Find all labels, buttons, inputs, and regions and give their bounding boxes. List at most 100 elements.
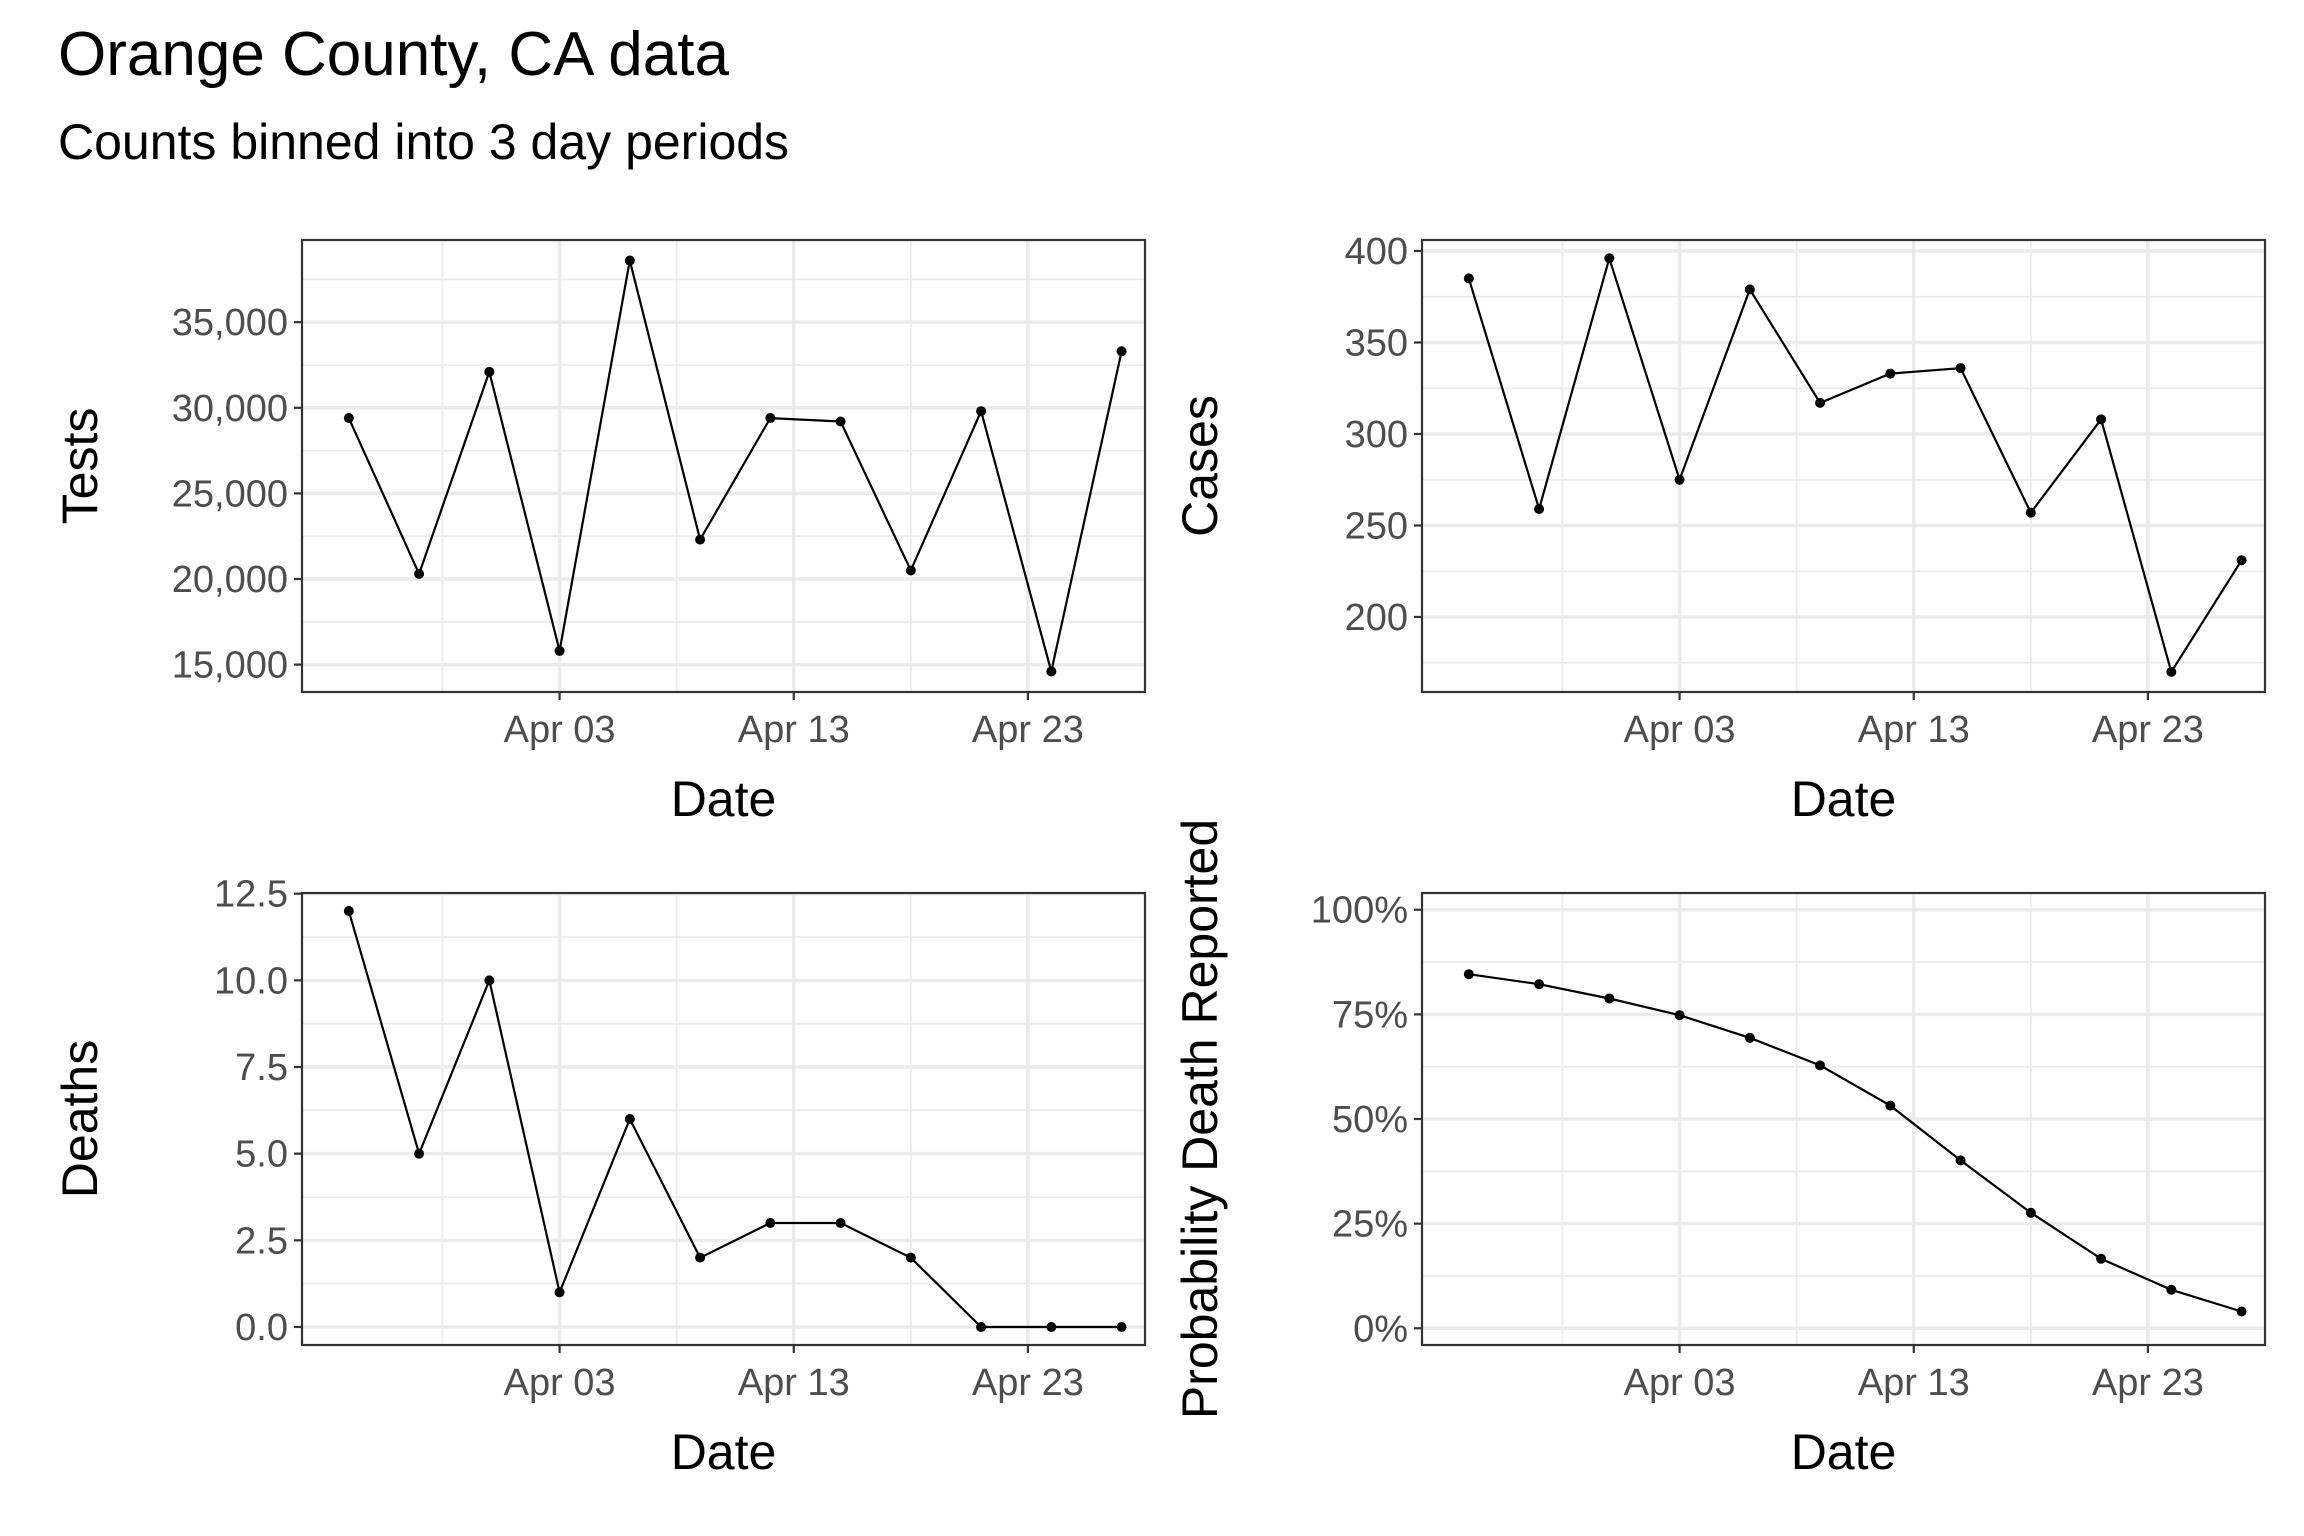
y-axis-title: Cases: [1172, 395, 1228, 537]
data-point: [2025, 1207, 2036, 1218]
x-tick-label: Apr 13: [1858, 1362, 1970, 1404]
x-axis-title: Date: [1791, 771, 1897, 827]
chart-panel-2: 200 250 300 350 400 Apr 03 Apr 13 Apr 23 Date Cas…: [1172, 231, 2267, 827]
data-point: [1463, 273, 1474, 284]
x-tick-label: Apr 13: [1858, 709, 1970, 751]
data-point: [2166, 1284, 2177, 1295]
y-tick-label: 200: [1345, 597, 1408, 639]
y-tick-label: 30,000: [172, 388, 288, 430]
y-tick-label: 7.5: [235, 1047, 288, 1089]
x-tick-label: Apr 23: [972, 1362, 1084, 1404]
data-point: [624, 255, 635, 266]
panel-background: [302, 240, 1145, 692]
data-point: [1116, 346, 1127, 357]
data-point: [1955, 363, 1966, 374]
x-tick-label: Apr 13: [738, 1362, 850, 1404]
y-tick-label: 25,000: [172, 473, 288, 515]
y-axis-title: Probability Death Reported: [1172, 819, 1228, 1419]
y-tick-label: 0.0: [235, 1307, 288, 1349]
data-point: [695, 1252, 706, 1263]
y-tick-label: 250: [1345, 505, 1408, 547]
chart-panel-3: 0.0 2.5 5.0 7.5 10.0 12.5 Apr 03 Apr 13 Apr 23 Da…: [52, 874, 1147, 1480]
panel-background: [1422, 240, 2265, 692]
y-tick-label: 300: [1345, 414, 1408, 456]
y-tick-label: 12.5: [214, 874, 288, 916]
y-axis-title: Deaths: [52, 1040, 108, 1198]
panel-border: [1420, 238, 2267, 694]
series-line: [1467, 254, 2243, 675]
y-tick-label: 75%: [1332, 994, 1408, 1036]
x-axis-title: Date: [1791, 1424, 1897, 1480]
y-tick-label: 5.0: [235, 1134, 288, 1176]
data-point: [2096, 414, 2107, 425]
data-point: [554, 1287, 565, 1298]
data-point: [1744, 284, 1755, 295]
data-point: [343, 906, 354, 917]
data-point: [1815, 397, 1826, 408]
x-tick-label: Apr 03: [504, 1362, 616, 1404]
y-tick-label: 25%: [1332, 1204, 1408, 1246]
x-tick-label: Apr 03: [1624, 709, 1736, 751]
x-axis-title: Date: [671, 771, 777, 827]
data-point: [1885, 368, 1896, 379]
x-tick-label: Apr 13: [738, 709, 850, 751]
data-point: [905, 565, 916, 576]
data-point: [2166, 666, 2177, 677]
data-point: [1534, 979, 1545, 990]
x-tick-label: Apr 03: [504, 709, 616, 751]
y-axis-title: Tests: [52, 408, 108, 525]
series-line: [1468, 973, 2242, 1313]
data-point: [1604, 253, 1615, 264]
data-point: [976, 1321, 987, 1332]
data-point: [1674, 474, 1685, 485]
data-point: [1463, 969, 1474, 980]
x-tick-label: Apr 23: [972, 709, 1084, 751]
x-tick-label: Apr 03: [1624, 1362, 1736, 1404]
data-point: [414, 568, 425, 579]
data-point: [484, 975, 495, 986]
data-point: [765, 413, 776, 424]
data-point: [835, 416, 846, 427]
chart-panel-4: 0% 25% 50% 75% 100% Apr 03 Apr 13 Apr 23 Date Pro…: [1172, 819, 2267, 1480]
series-line: [347, 260, 1123, 672]
data-point: [976, 406, 987, 417]
y-tick-label: 350: [1345, 322, 1408, 364]
data-point: [414, 1148, 425, 1159]
y-tick-label: 20,000: [172, 559, 288, 601]
data-point: [1885, 1100, 1896, 1111]
data-point: [835, 1217, 846, 1228]
y-tick-label: 10.0: [214, 960, 288, 1002]
data-point: [624, 1114, 635, 1124]
data-point: [1116, 1321, 1127, 1332]
data-point: [1744, 1032, 1755, 1043]
data-point: [2236, 555, 2247, 566]
data-point: [765, 1217, 776, 1228]
x-axis-title: Date: [671, 1424, 777, 1480]
data-point: [1046, 1321, 1057, 1332]
panel-background: [302, 893, 1145, 1345]
x-tick-label: Apr 23: [2092, 709, 2204, 751]
y-tick-label: 50%: [1332, 1099, 1408, 1141]
series-line: [347, 910, 1122, 1329]
x-tick-label: Apr 23: [2092, 1362, 2204, 1404]
data-point: [1534, 504, 1545, 515]
data-point: [343, 413, 354, 424]
y-tick-label: 0%: [1353, 1308, 1408, 1350]
figure-title: Orange County, CA data: [58, 20, 729, 89]
panel-border: [300, 238, 1147, 694]
data-point: [1955, 1155, 1966, 1166]
y-tick-label: 2.5: [235, 1220, 288, 1262]
y-tick-label: 35,000: [172, 302, 288, 344]
data-point: [2025, 507, 2036, 518]
data-point: [2236, 1306, 2247, 1317]
panel-border: [300, 891, 1147, 1347]
data-point: [1046, 666, 1057, 677]
figure-subtitle: Counts binned into 3 day periods: [58, 114, 790, 170]
data-point: [905, 1252, 916, 1263]
y-tick-label: 15,000: [172, 645, 288, 687]
y-tick-label: 400: [1345, 231, 1408, 273]
data-point: [484, 366, 495, 377]
data-point: [2096, 1253, 2107, 1264]
